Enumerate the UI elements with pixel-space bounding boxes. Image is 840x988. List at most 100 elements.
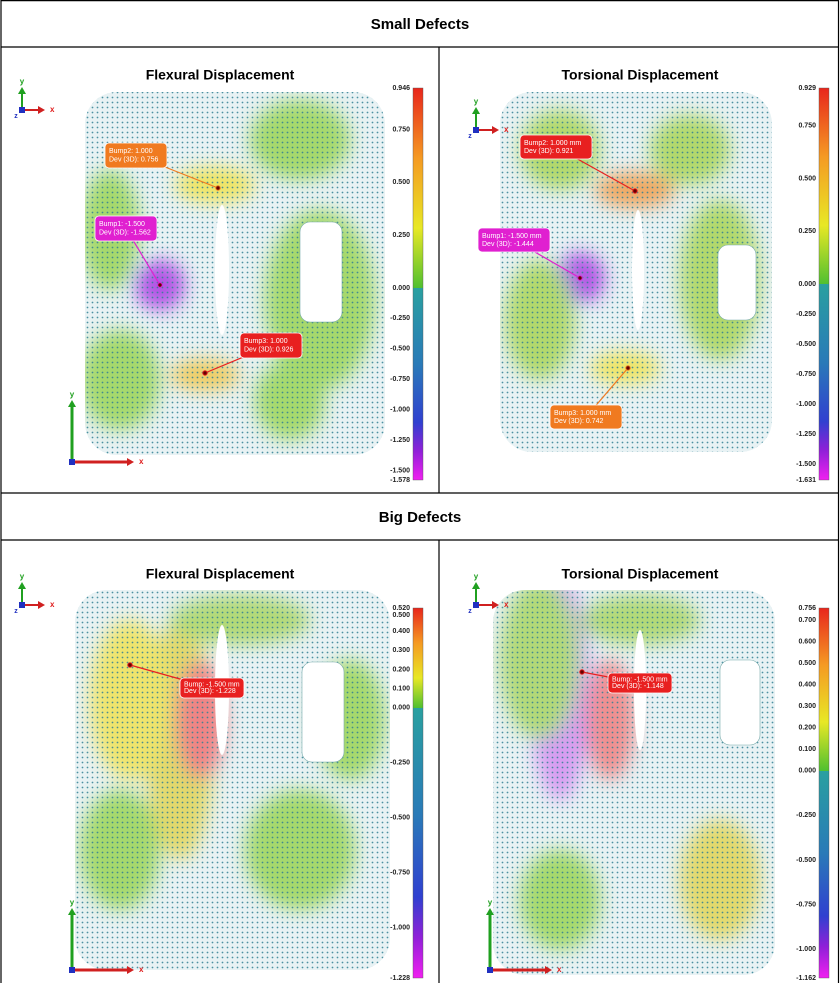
colorbar-tick-label: 0.600 — [798, 638, 816, 645]
colorbar-tick-label: -0.500 — [796, 341, 816, 348]
colorbar-tick-label: 0.250 — [392, 232, 410, 239]
bump-point — [216, 186, 220, 190]
axis-y-head — [68, 908, 76, 915]
axis-label-x: x — [504, 125, 509, 134]
slot — [632, 210, 644, 330]
annotation-text: Bump2: 1.000 — [109, 148, 153, 155]
colorbar-tick-label: 0.400 — [798, 682, 816, 689]
colorbar-tick-label: -0.750 — [390, 870, 410, 877]
annotation-box — [105, 143, 167, 168]
colorbar-tick-label: -1.228 — [390, 975, 410, 982]
colorbar-tick-label: -0.250 — [390, 760, 410, 767]
colorbar-tick-label: 0.300 — [798, 703, 816, 710]
colorbar-tick-label: -1.000 — [796, 401, 816, 408]
bump-point — [203, 371, 207, 375]
annotation-text: Dev (3D): 0.742 — [554, 418, 604, 425]
axis-label-y: y — [474, 572, 479, 581]
hole — [302, 662, 344, 762]
colorbar-tick-label: 0.946 — [392, 85, 410, 92]
colorbar-tick-label: -1.631 — [796, 477, 816, 484]
axis-origin — [69, 459, 75, 465]
axis-origin — [487, 967, 493, 973]
axis-origin — [19, 107, 25, 113]
section-title: Big Defects — [379, 509, 462, 526]
colorbar-tick-label: -1.500 — [796, 461, 816, 468]
axis-y-head — [472, 582, 480, 589]
axis-y-head — [486, 908, 494, 915]
axis-label-z: z — [14, 113, 18, 120]
colorbar-tick-label: -1.578 — [390, 477, 410, 484]
axis-label-z: z — [468, 608, 472, 615]
panel-title: Flexural Displacement — [146, 566, 295, 582]
slot — [215, 205, 229, 335]
annotation-text: Dev (3D): 0.926 — [244, 347, 294, 354]
colorbar-tick-label: -0.500 — [390, 346, 410, 353]
hole — [300, 222, 342, 322]
colorbar-tick-label: 0.000 — [392, 705, 410, 712]
axis-label-x: x — [50, 600, 55, 609]
colorbar-tick-label: -1.500 — [390, 467, 410, 474]
colorbar-tick-label: -1.250 — [390, 437, 410, 444]
colorbar-tick-label: -0.250 — [390, 315, 410, 322]
colorbar — [819, 88, 829, 480]
cloud-dots — [493, 590, 775, 975]
annotation-text: Bump2: 1.000 mm — [524, 140, 581, 147]
point-cloud — [75, 590, 390, 970]
colorbar-tick-label: 0.700 — [798, 617, 816, 624]
axis-x-head — [127, 458, 134, 466]
axis-origin — [69, 967, 75, 973]
colorbar-tick-label: -0.500 — [390, 815, 410, 822]
colorbar-tick-label: -0.750 — [390, 376, 410, 383]
colorbar-tick-label: 0.200 — [798, 725, 816, 732]
colorbar — [819, 608, 829, 978]
panel-title: Flexural Displacement — [146, 67, 295, 83]
axis-origin — [19, 602, 25, 608]
annotation-text: Dev (3D): -1.228 — [184, 688, 236, 695]
colorbar-tick-label: -1.000 — [796, 946, 816, 953]
colorbar-tick-label: 0.250 — [798, 228, 816, 235]
colorbar-tick-label: 0.929 — [798, 85, 816, 92]
axis-label-x: x — [139, 457, 144, 466]
axis-label-y: y — [474, 97, 479, 106]
annotation-text: Bump3: 1.000 mm — [554, 410, 611, 417]
colorbar-tick-label: 0.100 — [392, 686, 410, 693]
axis-label-y: y — [20, 572, 25, 581]
colorbar-tick-label: 0.520 — [392, 605, 410, 612]
colorbar-tick-label: -0.500 — [796, 857, 816, 864]
bump-point — [580, 670, 584, 674]
axis-label-x: x — [50, 105, 55, 114]
axis-origin — [473, 602, 479, 608]
colorbar-tick-label: -1.250 — [796, 431, 816, 438]
colorbar-tick-label: -1.000 — [390, 925, 410, 932]
annotation-text: Bump1: -1.500 mm — [482, 233, 542, 240]
bump-point — [578, 276, 582, 280]
bump-point — [626, 366, 630, 370]
colorbar-tick-label: 0.000 — [798, 281, 816, 288]
panel: Torsional Displacementxyz0.9290.7500.500… — [468, 67, 829, 484]
annotation-text: Dev (3D): -1.562 — [99, 230, 151, 237]
panel-title: Torsional Displacement — [562, 67, 719, 83]
axis-label-x: x — [557, 965, 562, 974]
annotation-text: Bump3: 1.000 — [244, 338, 288, 345]
panel: Flexural Displacementxyzxy0.5200.5000.40… — [14, 566, 423, 982]
axis-label-y: y — [70, 898, 75, 907]
axis-label-x: x — [504, 600, 509, 609]
colorbar-tick-label: 0.750 — [392, 126, 410, 133]
axis-y-head — [18, 87, 26, 94]
colorbar-tick-label: 0.000 — [798, 768, 816, 775]
annotation-text: Dev (3D): 0.921 — [524, 148, 574, 155]
colorbar-tick-label: -1.162 — [796, 975, 816, 982]
point-cloud — [493, 580, 775, 975]
annotation-text: Dev (3D): -1.444 — [482, 241, 534, 248]
colorbar-tick-label: -1.000 — [390, 406, 410, 413]
axis-label-z: z — [468, 133, 472, 140]
axis-label-z: z — [14, 608, 18, 615]
colorbar-tick-label: 0.500 — [392, 179, 410, 186]
annotation-text: Dev (3D): -1.148 — [612, 683, 664, 690]
colorbar-tick-label: -0.750 — [796, 901, 816, 908]
colorbar-tick-label: 0.400 — [392, 628, 410, 635]
colorbar-tick-label: 0.000 — [392, 285, 410, 292]
annotation-box — [95, 216, 157, 241]
annotation-text: Dev (3D): 0.756 — [109, 157, 159, 164]
colorbar-tick-label: 0.500 — [392, 612, 410, 619]
